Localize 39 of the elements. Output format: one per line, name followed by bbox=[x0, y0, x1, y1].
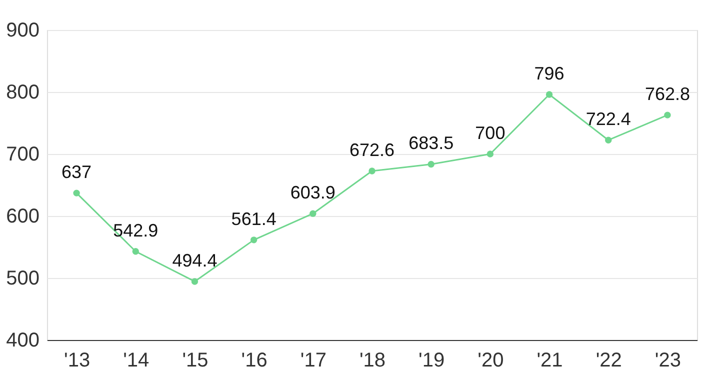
y-tick-label: 800 bbox=[6, 82, 40, 104]
x-tick-label: '17 bbox=[300, 350, 326, 371]
point bbox=[546, 91, 553, 98]
data-label: 683.5 bbox=[408, 133, 454, 154]
point bbox=[132, 248, 139, 255]
x-tick-label: '13 bbox=[64, 350, 90, 371]
x-tick-label: '23 bbox=[654, 350, 681, 371]
y-tick-label: 900 bbox=[6, 20, 40, 42]
data-label: 796 bbox=[534, 63, 564, 84]
x-tick-label: '19 bbox=[418, 350, 445, 371]
data-label: 561.4 bbox=[231, 208, 276, 229]
point bbox=[428, 160, 434, 168]
y-tick-label: 500 bbox=[6, 268, 40, 290]
data-label: 637 bbox=[62, 162, 92, 182]
x-tick-label: '16 bbox=[241, 350, 268, 371]
data-label: 700 bbox=[475, 123, 506, 143]
x-tick-label: '21 bbox=[536, 350, 563, 371]
data-label: 542.9 bbox=[113, 220, 158, 240]
point bbox=[664, 112, 671, 118]
data-label: 603.9 bbox=[290, 182, 336, 203]
x-tick-label: '18 bbox=[359, 350, 386, 371]
point bbox=[73, 190, 80, 196]
y-tick-label: 600 bbox=[6, 206, 40, 228]
data-label: 672.6 bbox=[349, 140, 395, 160]
point bbox=[605, 136, 612, 144]
point bbox=[250, 236, 258, 244]
data-label: 722.4 bbox=[586, 109, 631, 130]
x-tick-label: '22 bbox=[596, 350, 622, 371]
x-tick-label: '15 bbox=[182, 350, 208, 371]
y-tick-label: 700 bbox=[6, 144, 40, 166]
point bbox=[486, 150, 494, 158]
y-tick-label: 400 bbox=[6, 330, 40, 352]
data-label: 494.4 bbox=[172, 250, 218, 270]
point bbox=[191, 278, 198, 285]
data-label: 762.8 bbox=[644, 84, 690, 104]
x-tick-label: '14 bbox=[123, 350, 150, 371]
point bbox=[310, 210, 316, 217]
point bbox=[368, 168, 376, 174]
x-tick-label: '20 bbox=[478, 350, 504, 371]
